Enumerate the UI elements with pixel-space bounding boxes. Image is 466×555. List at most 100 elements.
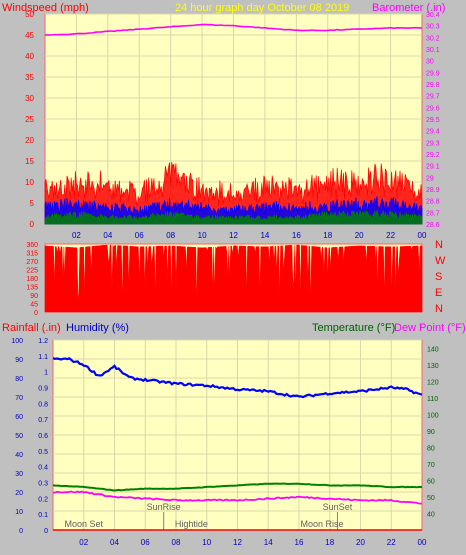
rainfall-tick: 0.4 [38,465,48,472]
x-tick-label: 22 [386,231,395,240]
rainfall-tick: 1 [44,370,48,377]
barometer-tick: 28.9 [426,187,440,194]
humidity-tick: 50 [15,433,23,440]
direction-letter: E [435,287,442,299]
direction-tick: 90 [30,293,38,300]
temperature-tick: 90 [427,429,435,436]
x-tick-label: 08 [172,538,181,547]
x-tick-label: 02 [79,538,88,547]
x-tick-label: 06 [135,231,144,240]
rainfall-tick: 0.5 [38,449,48,456]
direction-letter: N [435,303,443,315]
barometer-tick: 30.3 [426,24,440,31]
wind-speed-tick: 0 [30,220,35,229]
temperature-tick: 130 [427,363,439,370]
humidity-tick: 70 [15,395,23,402]
barometer-tick: 30 [426,59,434,66]
humidity-tick: 10 [15,509,23,516]
humidity-line [52,357,423,399]
annotation-label: Moon Rise [301,519,344,529]
direction-tick: 135 [26,285,38,292]
x-tick-label: 08 [166,231,175,240]
x-tick-label: 18 [325,538,334,547]
direction-tick: 270 [26,259,38,266]
wind-axis-label: Windspeed (mph) [2,2,89,14]
wind-low-line [44,209,423,225]
temperature-tick: 120 [427,379,439,386]
x-tick-label: 20 [356,538,365,547]
wind-speed-tick: 35 [25,73,34,82]
x-tick-label: 00 [418,538,427,547]
barometer-tick: 29.6 [426,105,440,112]
wind-speed-tick: 20 [25,136,34,145]
temperature-tick: 40 [427,511,435,518]
x-tick-label: 04 [103,231,112,240]
barometer-tick: 28.8 [426,199,440,206]
direction-tick: 0 [34,310,38,317]
rainfall-tick: 0.9 [38,386,48,393]
barometer-axis-label: Barometer (.in) [372,2,445,14]
barometer-tick: 29.7 [426,94,440,101]
dewpoint-axis-label: Dew Point (°F) [394,322,466,334]
wind-speed-ticks: 0 5 10 15 20 25 30 35 40 45 50 [25,10,34,229]
barometer-tick: 29.3 [426,140,440,147]
rainfall-tick: 0.1 [38,512,48,519]
wind-speed-tick: 25 [25,115,34,124]
humidity-tick: 30 [15,471,23,478]
direction-tick: 180 [26,276,38,283]
rainfall-tick: 0.6 [38,433,48,440]
humidity-tick: 40 [15,452,23,459]
x-tick-label: 16 [292,231,301,240]
temperature-line [52,482,423,492]
x-tick-label: 10 [198,231,207,240]
humidity-tick: 0 [19,528,23,535]
rainfall-tick: 0 [44,528,48,535]
wind-speed-tick: 10 [25,178,34,187]
barometer-tick: 30.2 [426,35,440,42]
x-tick-label: 14 [264,538,273,547]
x-tick-label: 20 [355,231,364,240]
wind-speed-tick: 15 [25,157,34,166]
rainfall-tick: 0.2 [38,496,48,503]
temperature-ticks: 40 50 60 70 80 90 100 110 120 130 140 [427,346,439,518]
wind-speed-tick: 45 [25,31,34,40]
temp-plot-grid [53,339,422,531]
x-tick-label: 06 [141,538,150,547]
wind-gust-line [44,162,423,225]
wind-plot-x-ticks: 02 04 06 08 10 12 14 16 18 20 22 00 [72,231,427,240]
x-tick-label: 12 [229,231,238,240]
barometer-tick: 29.9 [426,70,440,77]
barometer-line [44,23,422,36]
barometer-tick: 29.1 [426,164,440,171]
wind-speed-tick: 50 [25,10,34,19]
direction-tick: 225 [26,268,38,275]
barometer-tick: 28.7 [426,210,440,217]
x-tick-label: 22 [387,538,396,547]
rainfall-axis-label: Rainfall (.in) [2,322,61,334]
humidity-tick: 60 [15,414,23,421]
rainfall-ticks: 0 0.1 0.2 0.3 0.4 0.5 0.6 0.7 0.8 0.9 1 1.1 1.2 [38,338,48,535]
x-tick-label: 12 [233,538,242,547]
wind-plot-series [44,23,423,225]
humidity-tick: 100 [11,338,23,345]
x-tick-label: 18 [323,231,332,240]
dewpoint-line [53,490,423,505]
humidity-tick: 20 [15,490,23,497]
barometer-tick: 30.1 [426,47,440,54]
x-tick-label: 16 [295,538,304,547]
temp-plot-x-ticks: 02 04 06 08 10 12 14 16 18 20 22 00 [79,538,427,547]
barometer-ticks: 28.6 28.7 28.8 28.9 29 29.1 29.2 29.3 29.4 29.5 29… [426,12,440,229]
annotation-label: SunSet [323,502,353,512]
direction-tick: 45 [30,302,38,309]
rainfall-tick: 0.7 [38,417,48,424]
barometer-tick: 29.2 [426,152,440,159]
direction-tick: 360 [26,242,38,249]
humidity-ticks: 0 10 20 30 40 50 60 70 80 90 100 [11,338,23,535]
rainfall-tick: 1.2 [38,338,48,345]
temperature-axis-label: Temperature (°F) [312,322,395,334]
barometer-tick: 29.5 [426,117,440,124]
